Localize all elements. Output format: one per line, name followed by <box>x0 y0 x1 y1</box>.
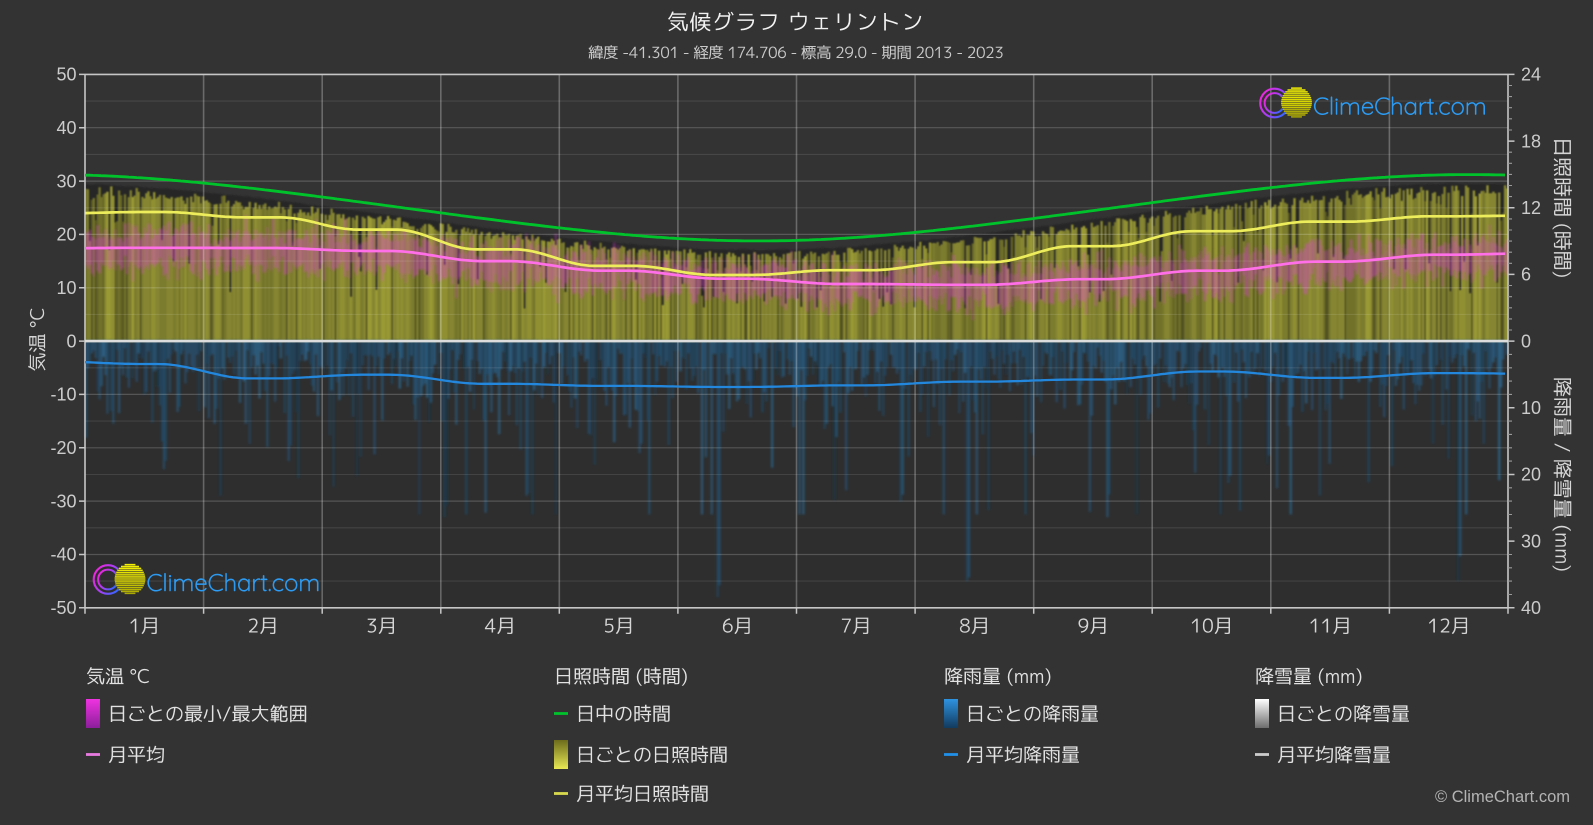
svg-text:30: 30 <box>56 171 76 191</box>
svg-text:20: 20 <box>1521 465 1541 485</box>
svg-text:© ClimeChart.com: © ClimeChart.com <box>1435 788 1570 806</box>
svg-text:20: 20 <box>56 225 76 245</box>
svg-text:10: 10 <box>56 278 76 298</box>
svg-text:18: 18 <box>1521 131 1541 151</box>
svg-text:-50: -50 <box>50 598 76 618</box>
svg-text:-30: -30 <box>50 491 76 511</box>
svg-text:40: 40 <box>56 118 76 138</box>
svg-text:24: 24 <box>1521 65 1541 85</box>
svg-text:0: 0 <box>1521 331 1531 351</box>
svg-text:-20: -20 <box>50 438 76 458</box>
svg-text:12: 12 <box>1521 198 1541 218</box>
svg-text:-10: -10 <box>50 385 76 405</box>
svg-text:0: 0 <box>66 331 76 351</box>
svg-text:10: 10 <box>1521 398 1541 418</box>
svg-text:30: 30 <box>1521 531 1541 551</box>
svg-text:6: 6 <box>1521 265 1531 285</box>
svg-text:40: 40 <box>1521 598 1541 618</box>
svg-text:-40: -40 <box>50 545 76 565</box>
svg-text:50: 50 <box>56 65 76 85</box>
